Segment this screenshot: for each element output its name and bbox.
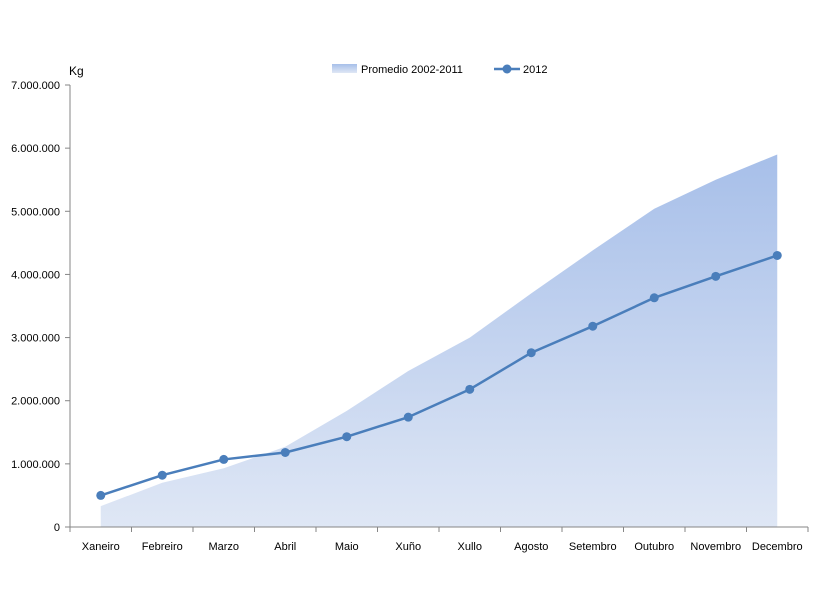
y-tick-label: 2.000.000: [11, 396, 60, 408]
y-tick-label: 6.000.000: [11, 143, 60, 155]
x-tick-label: Agosto: [514, 541, 548, 553]
y-tick-label: 5.000.000: [11, 206, 60, 218]
legend-swatch-2012-marker: [502, 64, 512, 74]
y-tick-labels: 0 1.000.000 2.000.000 3.000.000 4.000.000 5.0…: [11, 80, 60, 534]
y-tick-label: 0: [54, 522, 60, 534]
data-point-2012: [465, 384, 475, 394]
line-2012: [100, 254, 778, 497]
data-point-2012: [157, 470, 167, 480]
x-tick-label: Maio: [335, 541, 359, 553]
data-point-2012: [219, 454, 229, 464]
data-point-2012: [526, 348, 536, 358]
data-point-2012: [96, 490, 106, 500]
x-tick-label: Decembro: [752, 541, 803, 553]
data-point-2012: [649, 293, 659, 303]
x-tick-label: Marzo: [208, 541, 239, 553]
x-tick-label: Xullo: [458, 541, 482, 553]
y-axis-label: Kg: [69, 64, 84, 78]
legend-label-2012: 2012: [523, 64, 547, 76]
area-promedio: [100, 154, 778, 527]
legend-swatch-promedio: [332, 64, 357, 73]
y-tick-label: 3.000.000: [11, 333, 60, 345]
x-tick-label: Setembro: [569, 541, 617, 553]
y-tick-label: 4.000.000: [11, 269, 60, 281]
y-tick-label: 7.000.000: [11, 80, 60, 92]
y-tick-label: 1.000.000: [11, 459, 60, 471]
x-tick-label: Xuño: [395, 541, 421, 553]
x-tick-label: Abril: [274, 541, 296, 553]
line-series: [96, 250, 782, 500]
x-tick-label: Novembro: [690, 541, 741, 553]
data-point-2012: [588, 321, 598, 331]
data-point-2012: [342, 432, 352, 442]
x-tick-label: Outubro: [634, 541, 674, 553]
area-series: [100, 154, 778, 527]
x-tick-label: Febreiro: [142, 541, 183, 553]
data-point-2012: [711, 271, 721, 281]
legend: Promedio 2002-2011 2012: [332, 64, 547, 76]
axes: [65, 84, 809, 532]
data-point-2012: [772, 250, 782, 260]
x-tick-label: Xaneiro: [82, 541, 120, 553]
data-point-2012: [280, 447, 290, 457]
data-point-2012: [403, 412, 413, 422]
legend-label-promedio: Promedio 2002-2011: [361, 64, 463, 76]
x-tick-labels: Xaneiro Febreiro Marzo Abril Maio Xuño Xullo Ag…: [82, 541, 803, 553]
